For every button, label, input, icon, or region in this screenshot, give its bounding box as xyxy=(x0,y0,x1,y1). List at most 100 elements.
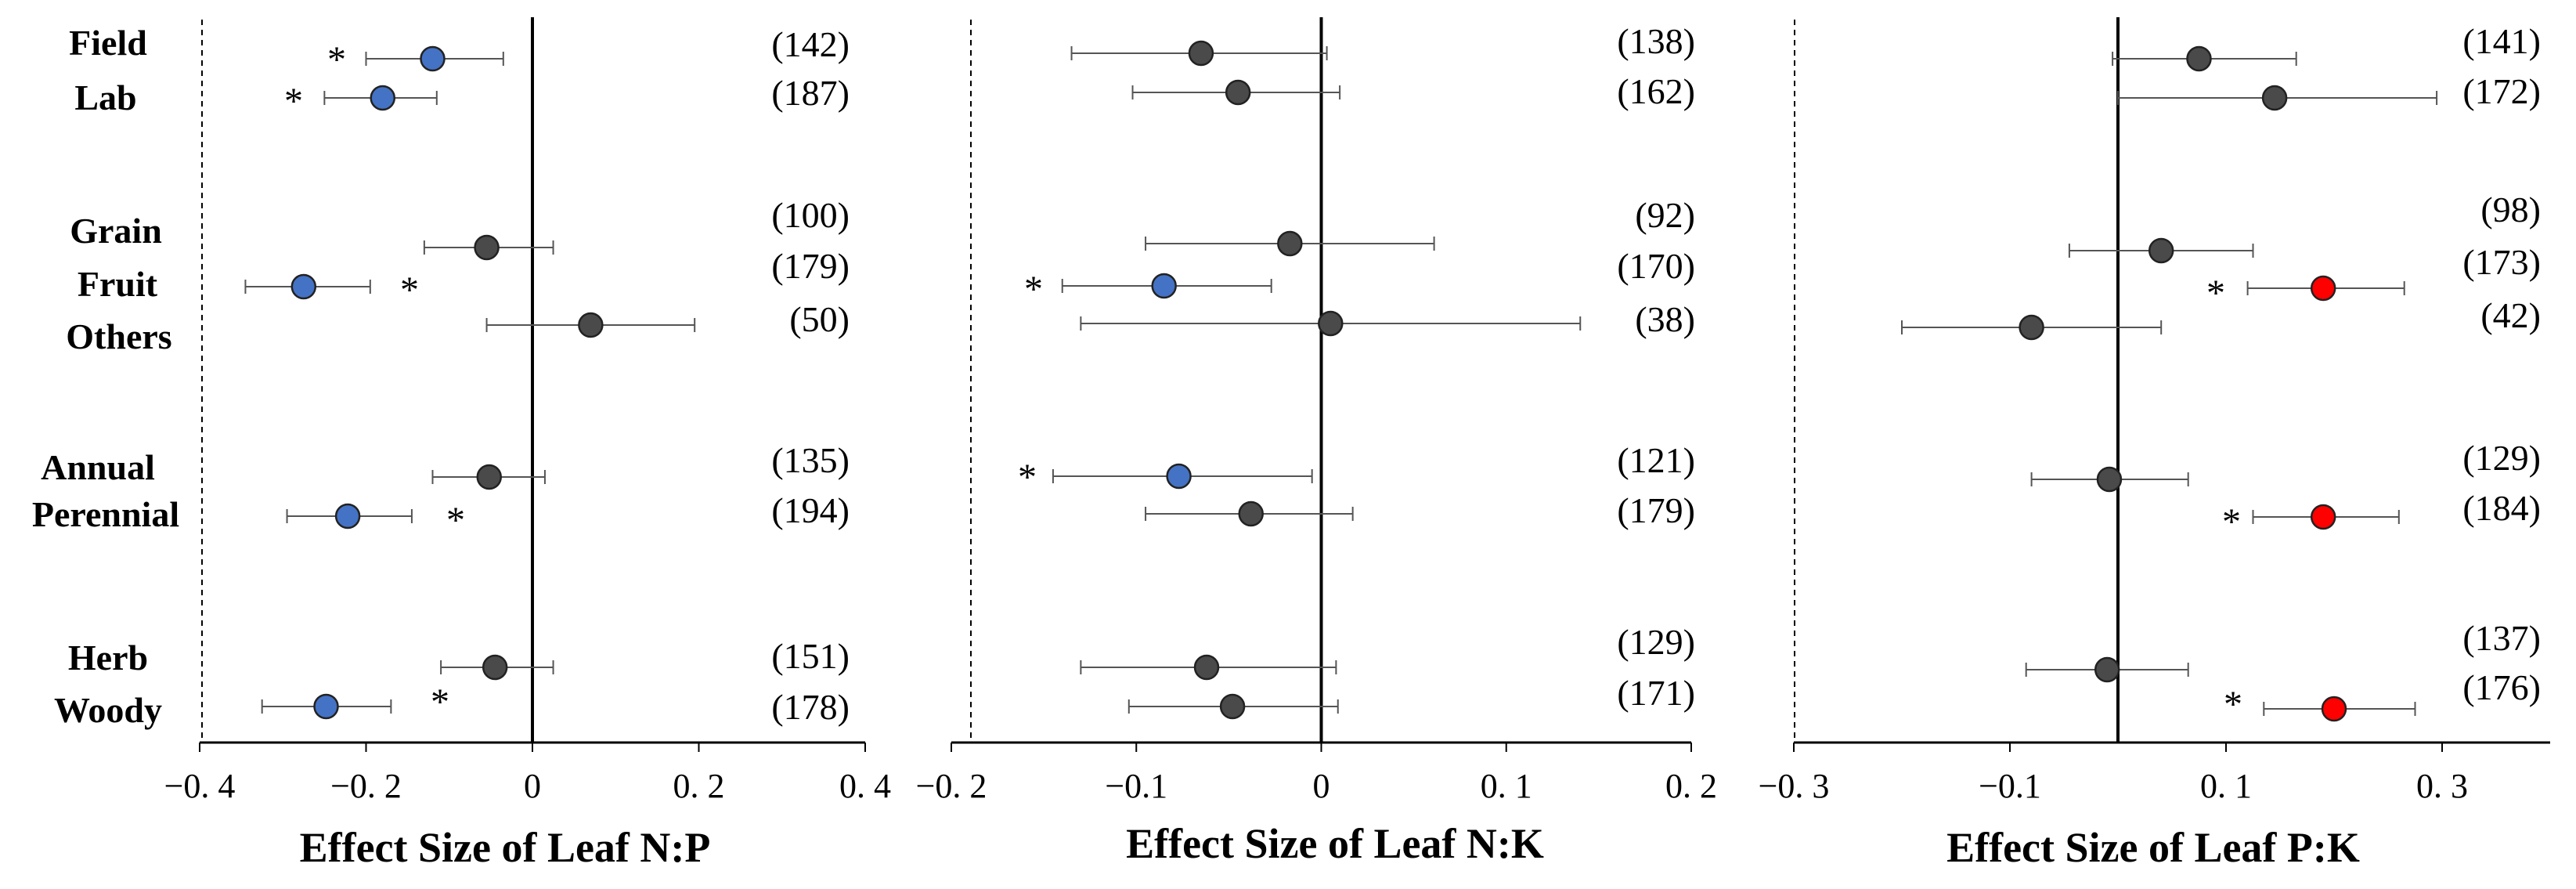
np-sig-star-woody: * xyxy=(431,681,449,723)
np-n-lab: (187) xyxy=(771,73,850,113)
pk-n-lab: (172) xyxy=(2462,71,2541,111)
np-point-perennial xyxy=(334,503,361,529)
nk-point-grain xyxy=(1277,230,1303,257)
nk-n-fruit: (170) xyxy=(1617,246,1695,286)
nk-point-others xyxy=(1318,310,1344,337)
pk-sig-star-perennial: * xyxy=(2222,501,2241,543)
pk-point-lab xyxy=(2261,85,2288,111)
nk-point-fruit xyxy=(1151,273,1177,299)
nk-n-grain: (92) xyxy=(1635,195,1695,235)
nk-sig-star-annual: * xyxy=(1018,457,1037,498)
pk-point-fruit xyxy=(2310,275,2336,302)
np-n-fruit: (179) xyxy=(771,246,850,286)
category-label-perennial: Perennial xyxy=(32,494,179,534)
pk-sig-star-fruit: * xyxy=(2206,273,2225,314)
nk-n-woody: (171) xyxy=(1617,673,1695,713)
np-point-others xyxy=(578,312,604,338)
pk-n-woody: (176) xyxy=(2462,667,2541,707)
pk-n-annual: (129) xyxy=(2462,438,2541,478)
pk-marks: (141) (172) (98) (173) * (42) (129) (184) * (137)… xyxy=(1901,21,2541,725)
np-tick-label-1: −0. 2 xyxy=(330,767,402,805)
panel-leaf-np: Field Lab Grain Fruit Others Annual Pere… xyxy=(32,17,891,871)
nk-x-axis: −0. 2 −0.1 0 0. 1 0. 2 xyxy=(916,17,1717,805)
category-label-annual: Annual xyxy=(41,447,155,487)
category-label-herb: Herb xyxy=(68,638,148,678)
np-point-grain xyxy=(474,234,500,261)
pk-point-others xyxy=(2019,314,2044,341)
np-tick-label-4: 0. 4 xyxy=(839,767,891,805)
pk-tick-label-3: 0. 3 xyxy=(2416,767,2468,805)
pk-axis-title: Effect Size of Leaf P:K xyxy=(1946,824,2360,871)
nk-tick-label-3: 0. 1 xyxy=(1481,767,1532,805)
pk-tick-label-2: 0. 1 xyxy=(2200,767,2252,805)
np-marks: (142) * (187) * (100) (179) * (50) (135) (194) * (1… xyxy=(244,24,850,727)
nk-sig-star-fruit: * xyxy=(1024,269,1043,310)
panel-leaf-nk: −0. 2 −0.1 0 0. 1 0. 2 (138)(162)(92)(170)*(… xyxy=(916,17,1717,867)
nk-tick-label-0: −0. 2 xyxy=(916,767,987,805)
category-labels: Field Lab Grain Fruit Others Annual Pere… xyxy=(32,23,179,730)
np-n-grain: (100) xyxy=(771,195,850,235)
pk-point-field xyxy=(2186,45,2212,72)
np-tick-label-2: 0 xyxy=(524,767,541,805)
np-n-annual: (135) xyxy=(771,440,850,480)
np-n-perennial: (194) xyxy=(771,490,850,530)
pk-n-herb: (137) xyxy=(2462,618,2541,658)
np-point-annual xyxy=(476,464,502,490)
pk-point-perennial xyxy=(2310,504,2336,530)
pk-tick-label-1: −0.1 xyxy=(1979,767,2041,805)
np-n-field: (142) xyxy=(771,24,850,64)
nk-point-annual xyxy=(1166,463,1192,490)
nk-tick-label-4: 0. 2 xyxy=(1665,767,1717,805)
np-tick-label-0: −0. 4 xyxy=(164,767,236,805)
pk-sig-star-woody: * xyxy=(2224,684,2242,725)
np-axis-title: Effect Size of Leaf N:P xyxy=(300,824,711,871)
panel-leaf-pk: −0. 3 −0.1 0. 1 0. 3 (141) (172) (98) (173) * (4… xyxy=(1759,17,2550,871)
nk-marks: (138) (162) (92) (170) * (38) (121) * (179) (129)… xyxy=(1018,21,1695,720)
np-sig-star-field: * xyxy=(327,39,346,81)
category-label-field: Field xyxy=(69,23,147,63)
np-sig-star-lab: * xyxy=(284,81,303,122)
np-point-woody xyxy=(313,693,339,720)
np-sig-star-perennial: * xyxy=(446,500,465,541)
nk-tick-label-2: 0 xyxy=(1313,767,1330,805)
nk-point-perennial xyxy=(1238,501,1264,527)
nk-point-lab xyxy=(1225,79,1251,106)
nk-n-herb: (129) xyxy=(1617,622,1695,662)
category-label-lab: Lab xyxy=(74,78,136,117)
pk-n-others: (42) xyxy=(2480,295,2541,335)
pk-point-woody xyxy=(2321,696,2347,722)
np-point-lab xyxy=(370,85,395,111)
nk-point-woody xyxy=(1219,693,1246,720)
np-tick-label-3: 0. 2 xyxy=(673,767,725,805)
np-point-field xyxy=(420,45,446,72)
np-sig-star-fruit: * xyxy=(400,269,419,311)
category-label-grain: Grain xyxy=(70,211,162,251)
pk-n-fruit: (173) xyxy=(2462,242,2541,282)
pk-n-perennial: (184) xyxy=(2462,488,2541,528)
pk-n-grain: (98) xyxy=(2480,190,2541,229)
np-n-herb: (151) xyxy=(771,636,850,676)
nk-axis-title: Effect Size of Leaf N:K xyxy=(1126,820,1544,867)
nk-n-field: (138) xyxy=(1617,21,1695,61)
nk-n-perennial: (179) xyxy=(1617,490,1695,530)
np-point-herb xyxy=(482,654,508,681)
nk-n-others: (38) xyxy=(1635,299,1695,339)
pk-x-axis: −0. 3 −0.1 0. 1 0. 3 xyxy=(1759,17,2550,805)
pk-tick-label-0: −0. 3 xyxy=(1759,767,1830,805)
pk-point-herb xyxy=(2094,656,2120,683)
category-label-fruit: Fruit xyxy=(78,264,158,304)
pk-point-grain xyxy=(2148,237,2174,264)
np-n-woody: (178) xyxy=(771,687,850,727)
pk-point-annual xyxy=(2096,466,2123,493)
category-label-woody: Woody xyxy=(54,690,162,730)
nk-n-lab: (162) xyxy=(1617,71,1695,111)
np-x-axis: −0. 4 −0. 2 0 0. 2 0. 4 xyxy=(164,17,891,805)
np-n-others: (50) xyxy=(789,299,850,339)
pk-n-field: (141) xyxy=(2462,21,2541,61)
np-point-fruit xyxy=(290,273,317,300)
nk-point-herb xyxy=(1193,654,1220,681)
nk-n-annual: (121) xyxy=(1617,440,1695,480)
nk-tick-label-1: −0.1 xyxy=(1105,767,1167,805)
category-label-others: Others xyxy=(66,316,171,356)
